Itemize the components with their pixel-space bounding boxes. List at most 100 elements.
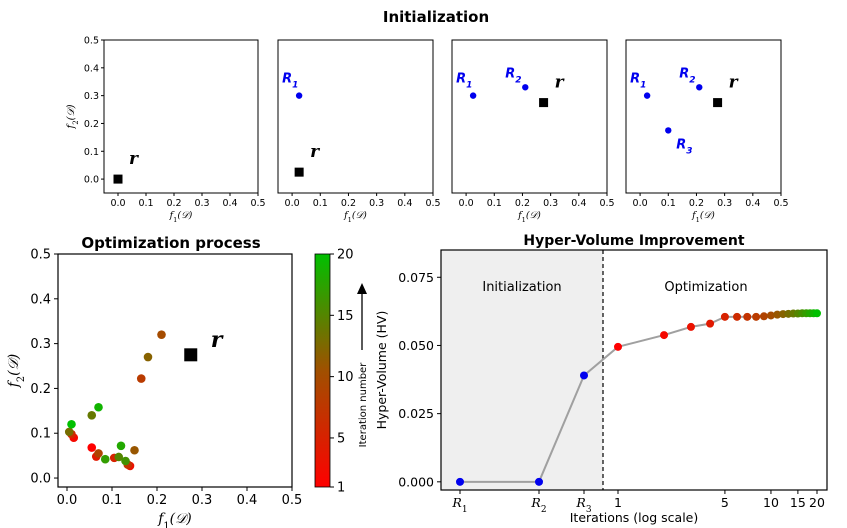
x-tick-label: R2 [530,495,546,515]
colorbar-gradient [314,253,331,488]
y-axis-label: f2(𝒟) [6,354,27,389]
reference-label: r [129,149,139,169]
hyper-volume-panel: Hyper-Volume Improvement Initialization Op… [374,233,828,525]
hv-init-point [580,371,588,380]
point-R1 [643,92,651,99]
x-tick-label: 0.0 [57,493,78,508]
x-tick-label: 0.5 [250,198,265,209]
reference-label: r [555,73,565,93]
x-tick-label: 0.1 [661,198,676,209]
x-tick-label: 0.4 [397,198,412,209]
x-tick-label: 0.1 [313,198,328,209]
init-panel-4: 0.0 0.1 0.2 0.3 0.4 0.5 f1(𝒟) r R1 R2 R3 [625,39,789,224]
y-tick-label: 0.2 [30,382,51,397]
point-label-R3: R3 [676,137,692,156]
x-tick-label: 15 [790,495,806,510]
point-label-R1: R1 [282,72,298,91]
hv-opt-point [686,322,695,331]
hv-init-point [456,477,464,486]
point-label-R1: R1 [456,72,472,91]
reference-point [294,167,304,177]
y-tick-label: 0.0 [84,175,99,186]
x-tick-label: 0.3 [369,198,384,209]
x-tick-label: 1 [614,495,622,510]
x-tick-label: 0.0 [285,198,300,209]
plot-frame [103,39,259,194]
iteration-point [136,374,146,383]
x-tick-label: 0.3 [717,198,732,209]
x-tick-label: 20 [809,495,825,510]
y-tick-label: 0.050 [398,338,434,353]
iteration-point [157,330,166,339]
point-label-R1: R1 [630,72,646,91]
hv-opt-point [766,311,775,320]
point-R1 [295,92,303,99]
point-R3 [665,127,672,134]
reference-label: r [211,327,224,353]
y-axis-label: f2(𝒟) [66,104,80,129]
y-tick-label: 0.5 [30,248,51,263]
y-tick-label: 0.5 [84,36,99,47]
y-tick-label: 0.1 [30,427,51,442]
x-tick-label: 0.5 [599,198,614,209]
hv-opt-point [743,312,752,321]
x-axis-label: f1(𝒟) [169,210,193,224]
x-tick-label: 0.1 [102,493,123,508]
y-tick-label: 0.0 [30,472,51,487]
x-tick-label: 0.3 [192,493,213,508]
hv-opt-point [733,312,742,321]
reference-label: r [729,73,739,93]
reference-point [713,98,723,108]
x-tick-label: 0.0 [459,198,474,209]
hv-opt-point [614,342,622,351]
x-tick-label: R3 [575,495,591,515]
x-axis-label: f1(𝒟) [517,210,541,224]
x-tick-label: 0.1 [487,198,502,209]
region-label-optimization: Optimization [664,280,747,295]
point-R2 [522,84,529,91]
x-tick-label: 0.2 [689,198,704,209]
plot-frame [440,249,828,491]
colorbar-tick-label: 20 [337,248,354,263]
x-tick-label: R1 [451,495,467,515]
y-tick-label: 0.000 [398,474,434,489]
hv-opt-point [660,331,669,340]
point-R1 [469,92,477,99]
iteration-point [121,456,130,466]
reference-point [113,174,123,184]
plot-frame [57,253,293,488]
iteration-point [87,411,97,420]
y-axis-label: Hyper-Volume (HV) [374,311,389,430]
colorbar-arrow-head [357,283,367,294]
y-tick-label: 0.1 [84,147,99,158]
x-tick-label: 0.3 [194,198,209,209]
hv-opt-point [720,312,729,321]
hv-opt-point [813,309,821,318]
hv-opt-point [752,312,761,321]
x-axis-label: f1(𝒟) [157,511,192,528]
x-axis-label: f1(𝒟) [343,210,367,224]
plot-frame [451,39,608,194]
x-tick-label: 0.5 [773,198,788,209]
iteration-point [64,427,74,437]
region-label-initialization: Initialization [482,280,561,295]
hv-init-point [535,477,543,486]
x-tick-label: 5 [721,495,729,510]
x-tick-label: 0.2 [147,493,168,508]
iteration-point [114,452,124,462]
hv-opt-point [759,312,768,321]
y-tick-label: 0.025 [398,406,434,421]
x-tick-label: 0.4 [571,198,586,209]
y-tick-label: 0.3 [30,337,51,352]
plot-frame [625,39,782,194]
x-tick-label: 0.2 [341,198,356,209]
plot-frame [277,39,434,194]
iteration-point [130,445,139,455]
reference-point [539,98,549,108]
iteration-point [94,449,103,458]
hv-opt-point [773,310,782,319]
reference-point [184,348,198,362]
figure-title: Initialization [383,8,489,26]
